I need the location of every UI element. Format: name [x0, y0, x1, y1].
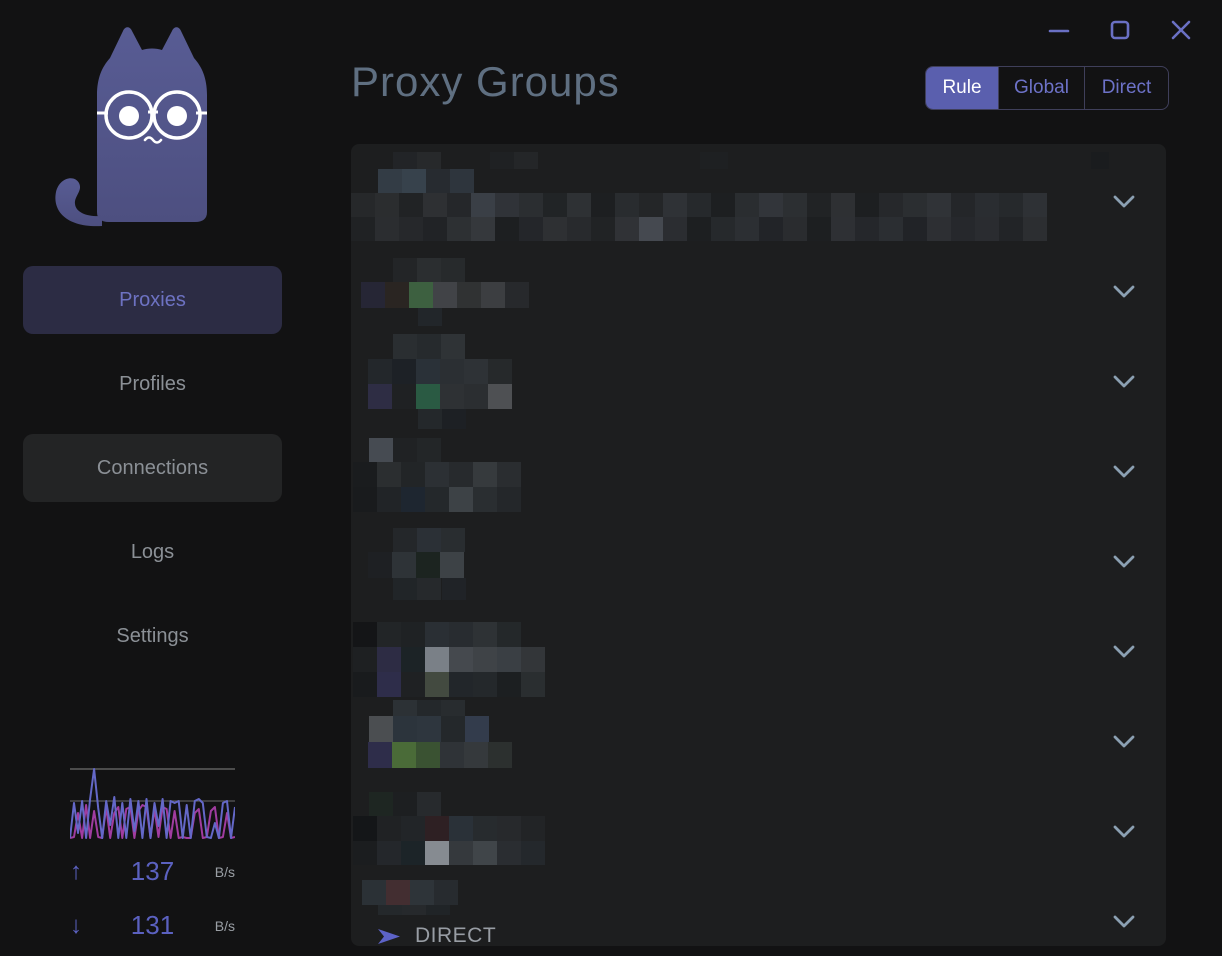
cat-glasses-left: [104, 90, 154, 140]
redaction-mosaic: [353, 622, 521, 647]
cat-body: [97, 27, 207, 222]
redaction-mosaic: [490, 152, 538, 169]
upload-speed-unit: B/s: [214, 863, 235, 880]
redaction-mosaic: [393, 258, 465, 282]
expand-group-chevron-down-icon[interactable]: [1112, 549, 1136, 573]
mode-global-label: Global: [1014, 77, 1069, 98]
mode-direct-button[interactable]: Direct: [1084, 67, 1168, 109]
redaction-mosaic: [368, 359, 512, 384]
expand-group-chevron-down-icon[interactable]: [1112, 369, 1136, 393]
mode-rule-button[interactable]: Rule: [926, 67, 998, 109]
expand-group-chevron-down-icon[interactable]: [1112, 639, 1136, 663]
download-arrow-icon: ↓: [70, 911, 82, 939]
cat-mouth: [143, 136, 163, 144]
redaction-mosaic: [368, 742, 512, 768]
expand-group-chevron-down-icon[interactable]: [1112, 279, 1136, 303]
redaction-mosaic: [393, 152, 441, 169]
sidebar-item-logs[interactable]: Logs: [23, 518, 282, 586]
redaction-mosaic: [353, 816, 545, 841]
redaction-mosaic: [393, 334, 465, 359]
redaction-mosaic: [353, 647, 545, 672]
expand-group-chevron-down-icon[interactable]: [1112, 819, 1136, 843]
redaction-mosaic: [362, 880, 458, 905]
redaction-mosaic: [368, 552, 464, 578]
redaction-mosaic: [369, 438, 441, 462]
redaction-mosaic: [393, 528, 465, 552]
redaction-mosaic: [368, 384, 512, 409]
minimize-button[interactable]: [1047, 18, 1071, 42]
sidebar-item-label: Settings: [116, 624, 189, 647]
sidebar-item-proxies[interactable]: Proxies: [23, 266, 282, 334]
download-speed-unit: B/s: [214, 917, 235, 934]
cat-tail: [55, 178, 102, 227]
page-title: Proxy Groups: [351, 58, 620, 105]
sidebar: Proxies Profiles Connections Logs Settin…: [0, 0, 305, 956]
cat-glasses-right: [152, 90, 202, 140]
redaction-mosaic: [378, 169, 474, 193]
expand-group-chevron-down-icon[interactable]: [1112, 729, 1136, 753]
sidebar-item-label: Profiles: [119, 372, 186, 395]
download-speed-value: 131: [130, 910, 175, 940]
proxy-mode-switch: Rule Global Direct: [925, 66, 1169, 110]
redaction-mosaic: [369, 716, 489, 742]
sidebar-item-profiles[interactable]: Profiles: [23, 350, 282, 418]
cat-eye-right: [167, 106, 187, 126]
selected-node-label: DIRECT: [415, 924, 497, 946]
redaction-mosaic: [418, 409, 466, 429]
sidebar-item-label: Logs: [130, 540, 175, 563]
sidebar-item-label: Connections: [96, 456, 209, 479]
proxy-groups-panel[interactable]: DIRECT: [351, 144, 1166, 946]
traffic-upload-row: ↑ 137 B/s: [70, 856, 235, 887]
upload-speed-value: 137: [130, 856, 175, 886]
traffic-sparkline: [69, 763, 236, 841]
mode-rule-label: Rule: [942, 77, 982, 98]
sidebar-item-settings[interactable]: Settings: [23, 602, 282, 670]
sidebar-item-connections[interactable]: Connections: [23, 434, 282, 502]
redaction-mosaic: [442, 578, 466, 600]
redaction-mosaic: [393, 700, 465, 716]
redaction-mosaic: [353, 672, 545, 697]
redaction-mosaic: [1091, 152, 1109, 169]
upload-arrow-icon: ↑: [70, 857, 82, 885]
selected-node-row: DIRECT: [378, 924, 496, 946]
traffic-download-row: ↓ 131 B/s: [70, 910, 235, 941]
redaction-mosaic: [393, 578, 441, 600]
redaction-mosaic: [351, 193, 1047, 217]
selected-node-arrow-icon: [378, 928, 400, 944]
expand-group-chevron-down-icon[interactable]: [1112, 189, 1136, 213]
mode-direct-label: Direct: [1101, 77, 1152, 98]
mode-global-button[interactable]: Global: [998, 67, 1084, 109]
redaction-mosaic: [378, 905, 450, 915]
redaction-mosaic: [351, 217, 1047, 241]
redaction-mosaic: [353, 841, 545, 865]
maximize-button[interactable]: [1108, 18, 1132, 42]
close-button[interactable]: [1169, 18, 1193, 42]
sidebar-item-label: Proxies: [119, 288, 186, 311]
redaction-mosaic: [353, 462, 521, 487]
redaction-mosaic: [700, 152, 728, 169]
redaction-mosaic: [361, 282, 529, 308]
redaction-mosaic: [369, 792, 441, 816]
expand-group-chevron-down-icon[interactable]: [1112, 459, 1136, 483]
redaction-mosaic: [353, 487, 521, 512]
clash-cat-logo: [52, 20, 252, 235]
expand-group-chevron-down-icon[interactable]: [1112, 909, 1136, 933]
redaction-mosaic: [418, 308, 442, 326]
cat-eye-left: [119, 106, 139, 126]
